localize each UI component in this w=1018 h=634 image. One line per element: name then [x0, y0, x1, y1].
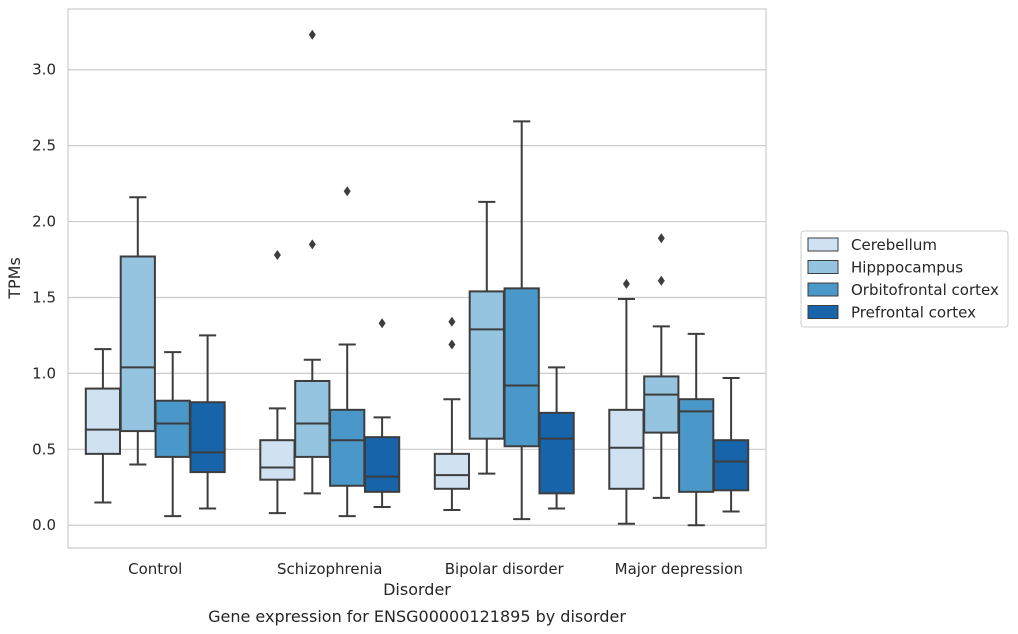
x-axis-label: Disorder	[383, 580, 451, 599]
box-0-3	[608, 278, 645, 525]
box-0-1	[259, 249, 296, 515]
outlier-point	[448, 316, 456, 327]
box-2-0	[154, 351, 191, 518]
outlier-point	[308, 239, 316, 250]
legend: Cerebellum Hipppocampus Orbitofrontal cort…	[800, 230, 1009, 328]
x-tick-label: Control	[128, 560, 182, 578]
y-tick-label: 1.5	[32, 288, 56, 306]
outlier-point	[657, 233, 665, 244]
box-iqr	[154, 399, 191, 458]
box-2-2	[503, 120, 540, 521]
box-2-1	[329, 186, 366, 518]
chart-caption: Gene expression for ENSG00000121895 by d…	[208, 607, 626, 626]
box-iqr	[712, 439, 750, 492]
box-3-2	[538, 366, 575, 510]
y-tick-label: 2.5	[32, 137, 56, 155]
x-tick-label: Bipolar disorder	[445, 560, 565, 578]
box-iqr	[538, 411, 575, 495]
outlier-point	[343, 186, 351, 197]
box-iqr	[643, 375, 680, 434]
box-0-0	[84, 348, 122, 504]
box-iqr	[84, 387, 122, 455]
legend-swatch	[807, 282, 839, 297]
box-3-3	[712, 376, 750, 513]
box-iqr	[433, 452, 471, 490]
box-iqr	[329, 408, 366, 487]
box-iqr	[259, 439, 296, 481]
y-tick-label: 2.0	[32, 213, 56, 231]
box-iqr	[608, 408, 645, 490]
y-tick-labels: 0.0 0.5 1.0 1.5 2.0 2.5 3.0	[32, 61, 56, 534]
box-iqr	[189, 401, 226, 474]
y-tick-label: 0.5	[32, 440, 56, 458]
box-series	[84, 29, 750, 527]
box-iqr	[119, 255, 156, 433]
x-tick-label: Schizophrenia	[277, 560, 382, 578]
y-axis-label: TPMs	[5, 257, 24, 300]
x-tick-label: Major depression	[615, 560, 743, 578]
outlier-point	[622, 278, 630, 289]
legend-label: Prefrontal cortex	[851, 304, 976, 322]
box-iqr	[503, 287, 540, 448]
legend-label: Hipppocampus	[851, 259, 963, 277]
legend-label: Cerebellum	[851, 236, 937, 254]
x-tick-labels: Control Schizophrenia Bipolar disorder Majo…	[128, 560, 743, 578]
box-iqr	[363, 436, 401, 493]
box-3-0	[189, 334, 226, 510]
legend-swatch	[807, 260, 839, 274]
legend-swatch	[807, 305, 839, 319]
box-1-2	[468, 200, 505, 475]
box-iqr	[294, 379, 331, 458]
box-0-2	[433, 316, 471, 512]
legend-swatch	[807, 237, 839, 252]
y-tick-label: 0.0	[32, 516, 56, 534]
outlier-point	[378, 318, 386, 329]
outlier-point	[657, 275, 665, 286]
box-3-1	[363, 318, 401, 509]
box-iqr	[678, 398, 715, 493]
legend-frame	[800, 230, 1009, 328]
box-2-3	[678, 332, 715, 527]
box-iqr	[468, 290, 505, 440]
legend-label: Orbitofrontal cortex	[851, 281, 999, 299]
y-tick-label: 1.0	[32, 364, 56, 382]
box-1-3	[643, 233, 680, 499]
outlier-point	[273, 249, 281, 260]
outlier-point	[448, 339, 456, 350]
plot-area	[67, 8, 767, 549]
y-tick-label: 3.0	[32, 61, 56, 79]
box-1-1	[294, 29, 331, 495]
box-1-0	[119, 196, 156, 466]
outlier-point	[308, 29, 316, 40]
